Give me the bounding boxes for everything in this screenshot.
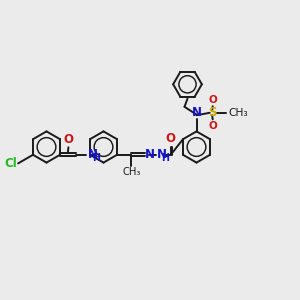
Text: Cl: Cl [4,157,16,170]
Text: N: N [88,148,98,161]
Text: S: S [208,106,216,119]
Text: O: O [63,133,74,146]
Text: O: O [165,132,176,145]
Text: N: N [145,148,155,161]
Text: H: H [161,153,169,164]
Text: CH₃: CH₃ [122,167,141,177]
Text: H: H [92,153,101,164]
Text: O: O [208,95,217,105]
Text: N: N [157,148,166,161]
Text: O: O [208,121,217,131]
Text: CH₃: CH₃ [229,108,248,118]
Text: N: N [191,106,202,118]
